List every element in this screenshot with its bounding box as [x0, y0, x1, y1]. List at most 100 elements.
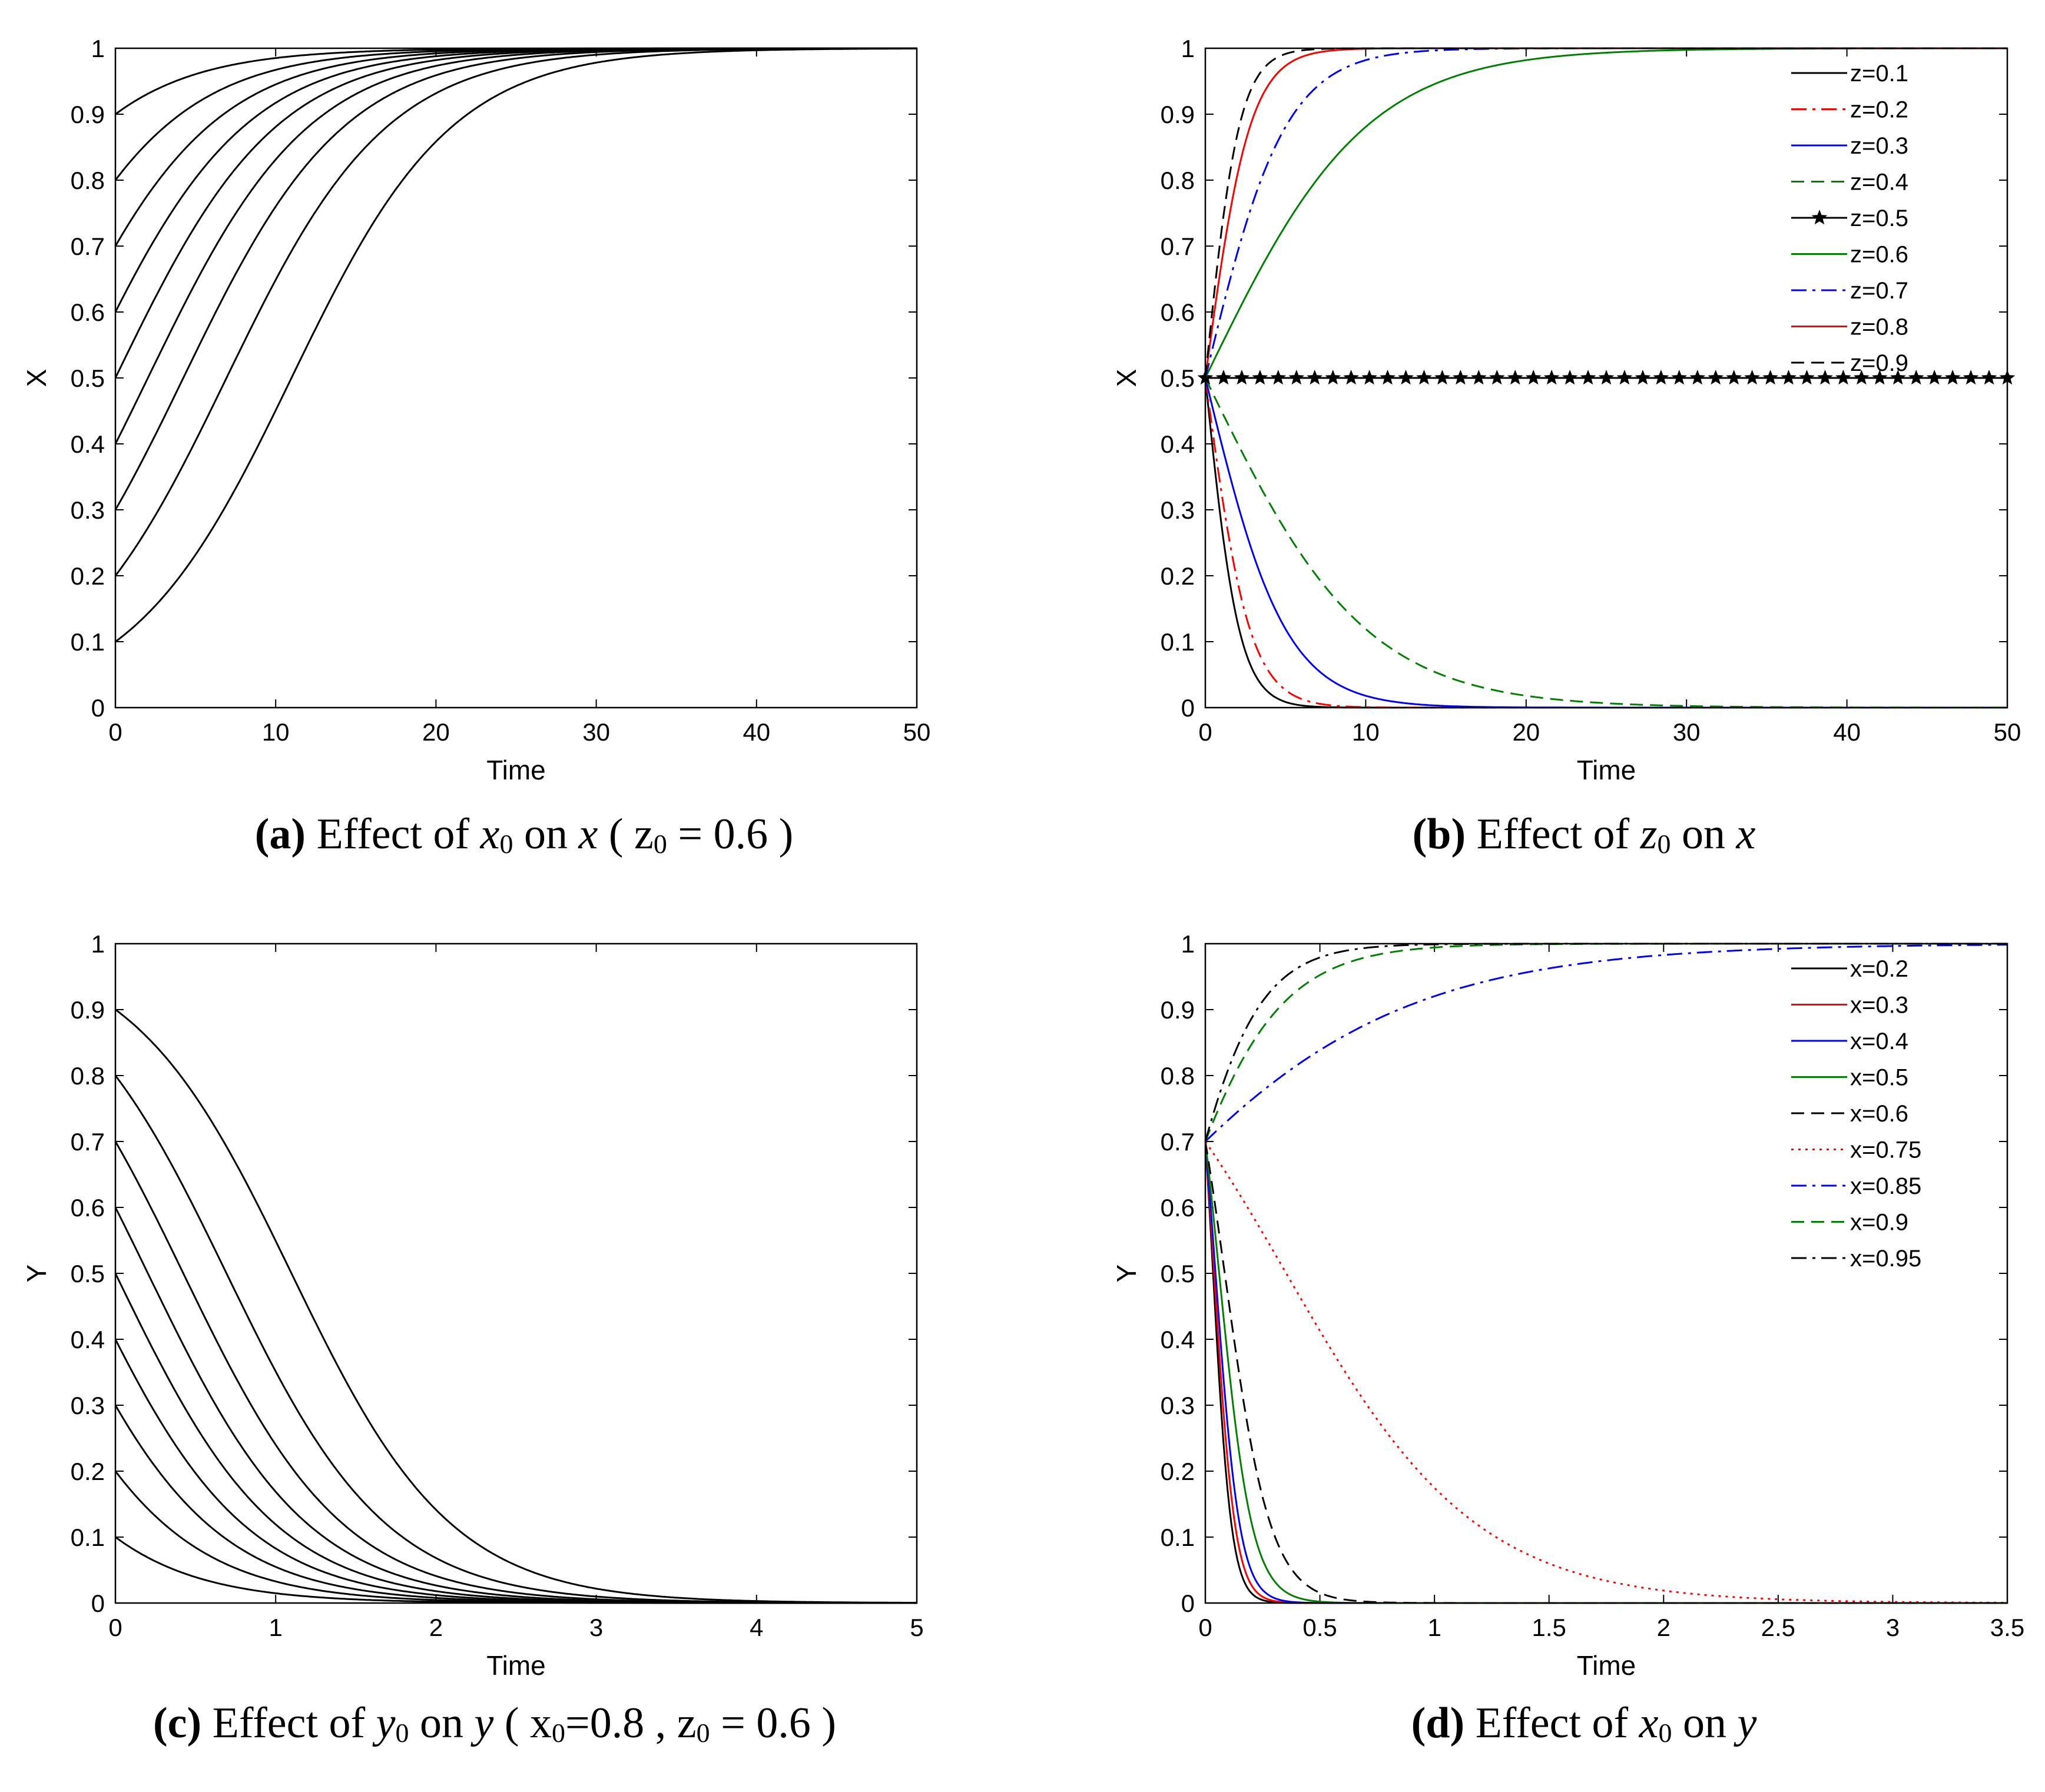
plot-b: 0 10 20 30 40 50 0 0.1 0.2 0.3 0.4 0.5 0.6 0.7 0.8 0.9 1… [1111, 35, 2021, 785]
x-tick-label: 10 [262, 718, 290, 746]
y-tick-label: 0.1 [1161, 628, 1195, 656]
series-line-init-0.6 [115, 1207, 917, 1604]
star-marker [1890, 370, 1906, 385]
star-marker [1543, 370, 1560, 385]
x-tick-label: 20 [1512, 718, 1540, 746]
legend-label: x=0.3 [1850, 993, 1908, 1018]
x-tick-label: 40 [1833, 718, 1861, 746]
series-line-init-0.2 [115, 47, 917, 576]
series-line-init-0.3 [115, 47, 917, 510]
series-line-init-0.8 [115, 47, 917, 181]
x-tick-label: 5 [910, 1614, 923, 1641]
legend-label: z=0.9 [1850, 350, 1908, 376]
legend-label: x=0.5 [1850, 1065, 1908, 1091]
axes-box [114, 943, 918, 1604]
x-tick-label: 2 [1657, 1614, 1671, 1641]
y-tick-label: 0.8 [1161, 1062, 1195, 1090]
legend-label: z=0.4 [1850, 170, 1908, 195]
y-tick-label: 0.2 [71, 562, 105, 590]
series-line-init-0.4 [115, 47, 917, 444]
star-marker [1908, 370, 1924, 385]
x-tick-label: 3 [589, 1614, 603, 1641]
y-tick-label: 0.7 [1161, 233, 1195, 260]
x-tick-label: 30 [1673, 718, 1701, 746]
y-tick-label: 0.3 [1161, 496, 1195, 524]
legend-label: x=0.75 [1850, 1137, 1921, 1163]
legend-b: z=0.1 z=0.2 z=0.3 z=0.4 z=0.5 z=0.6 z=0.7 z=0.8… [1791, 61, 1908, 376]
y-tick-label: 0.1 [71, 1524, 105, 1551]
x-tick-label: 20 [422, 718, 450, 746]
legend-label: z=0.6 [1850, 242, 1908, 268]
star-marker [1598, 370, 1615, 385]
y-tick-label: 0.5 [71, 1260, 105, 1287]
y-tick-label: 0 [91, 694, 105, 722]
y-tick-label: 0 [91, 1589, 105, 1617]
star-marker [1525, 370, 1542, 385]
legend-label: z=0.3 [1850, 133, 1908, 159]
series-line-init-0.7 [115, 1141, 917, 1604]
legend-label: z=0.8 [1850, 314, 1908, 340]
star-marker [1343, 370, 1359, 385]
legend-label: x=0.2 [1850, 956, 1908, 982]
series-line-z=0.4 [1205, 377, 2007, 709]
y-tick-label: 0 [1181, 1589, 1195, 1617]
x-axis-label: Time [1577, 755, 1636, 785]
y-tick-label: 0.3 [1161, 1392, 1195, 1419]
legend-label: x=0.6 [1850, 1101, 1908, 1127]
legend-label: z=0.7 [1850, 278, 1908, 304]
y-tick-label: 0.6 [1161, 1194, 1195, 1222]
series-line-z=0.2 [1205, 377, 2007, 709]
y-tick-label: 0.4 [1161, 1326, 1195, 1353]
caption-d: (d) Effect of x0 on y [1411, 1699, 1757, 1748]
star-marker [1926, 370, 1943, 385]
x-tick-label: 1 [269, 1614, 283, 1641]
y-tick-label: 0.3 [71, 1392, 105, 1419]
star-marker [1507, 370, 1523, 385]
series-line-init-0.2 [115, 1471, 917, 1604]
series-line-z=0.1 [1205, 377, 2007, 709]
y-tick-label: 0.2 [1161, 1458, 1195, 1485]
star-marker [1708, 370, 1723, 385]
star-marker [1489, 370, 1505, 385]
star-marker [1616, 370, 1633, 385]
star-marker [1380, 370, 1396, 385]
y-tick-label: 1 [1181, 35, 1195, 62]
y-tick-label: 0.4 [71, 1326, 105, 1353]
y-tick-label: 1 [91, 930, 105, 958]
star-marker [1835, 370, 1851, 385]
x-tick-label: 1 [1427, 1614, 1441, 1641]
star-marker [1234, 370, 1250, 385]
y-tick-label: 0.6 [71, 1194, 105, 1222]
series-line-init-0.1 [115, 48, 917, 643]
x-tick-label: 1.5 [1532, 1614, 1566, 1641]
star-marker [1307, 370, 1323, 385]
axes-box [1204, 47, 2008, 709]
star-marker [1562, 370, 1578, 385]
x-axis-label: Time [486, 755, 546, 785]
x-tick-label: 4 [750, 1614, 763, 1641]
y-tick-label: 0.5 [1161, 1260, 1195, 1287]
star-marker [1944, 370, 1961, 385]
star-marker [1270, 370, 1287, 385]
caption-c: (c) Effect of y0 on y ( x0=0.8 , z0 = 0.… [153, 1699, 837, 1748]
star-marker [1361, 370, 1377, 385]
x-axis-label: Time [486, 1650, 546, 1681]
y-tick-label: 0.9 [71, 101, 105, 128]
y-tick-label: 0.6 [1161, 298, 1195, 326]
series-line-init-0.8 [115, 1075, 917, 1604]
x-axis-label: Time [1577, 1650, 1636, 1681]
plot-a: 0 10 20 30 40 50 0 0.1 0.2 0.3 0.4 0.5 0.6 0.7 0.8 0.9 1… [21, 35, 930, 785]
star-marker [1580, 370, 1596, 385]
legend-label: z=0.1 [1850, 61, 1908, 87]
x-tick-label: 10 [1352, 718, 1380, 746]
x-tick-label: 50 [903, 718, 931, 746]
star-marker [1416, 370, 1432, 385]
x-tick-label: 40 [743, 718, 770, 746]
y-tick-label: 0.4 [71, 430, 105, 458]
star-marker [1762, 370, 1778, 385]
y-tick-label: 0.8 [1161, 167, 1195, 194]
legend-label: x=0.9 [1850, 1210, 1908, 1236]
y-tick-label: 0.5 [71, 364, 105, 392]
y-tick-label: 0.7 [71, 1128, 105, 1156]
